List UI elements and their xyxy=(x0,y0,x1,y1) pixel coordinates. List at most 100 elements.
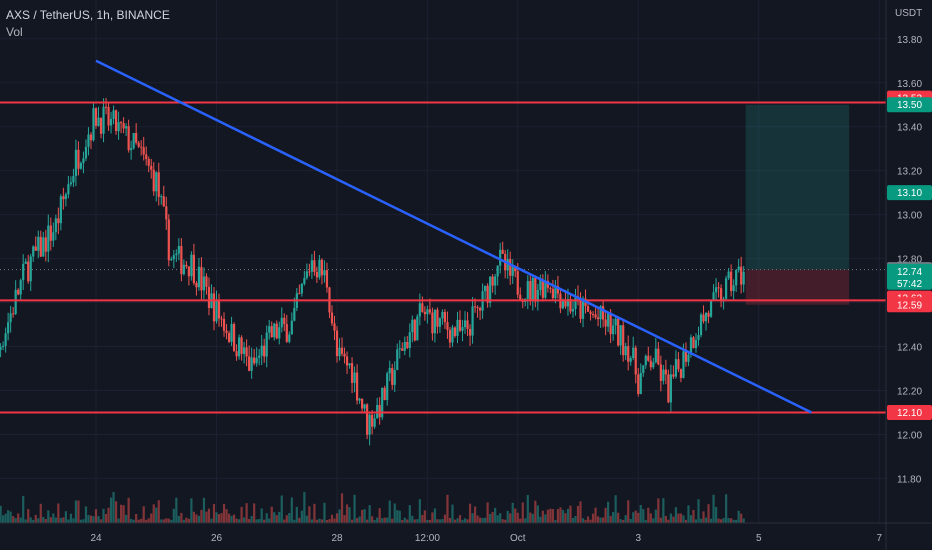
candle-body xyxy=(147,158,150,166)
volume-bar xyxy=(67,519,70,523)
candle-body xyxy=(484,285,487,292)
volume-bar xyxy=(687,505,690,523)
volume-bar xyxy=(34,514,37,523)
volume-bar xyxy=(466,519,469,523)
volume-bar xyxy=(471,513,474,523)
candle-body xyxy=(217,299,221,319)
volume-bar xyxy=(438,519,442,523)
candle-body xyxy=(283,317,286,325)
volume-bar xyxy=(358,516,361,523)
volume-bar xyxy=(730,518,733,523)
candle-body xyxy=(258,355,261,358)
volume-bar xyxy=(343,515,346,523)
candle-body xyxy=(647,355,650,361)
candle-body xyxy=(155,172,158,192)
volume-bar xyxy=(586,516,590,523)
candle-body xyxy=(220,318,223,320)
volume-bar xyxy=(220,513,223,523)
trendline[interactable] xyxy=(95,59,813,414)
volume-bar xyxy=(654,509,657,523)
volume-bar xyxy=(476,515,479,523)
candle-body xyxy=(275,323,278,339)
volume-bar xyxy=(381,518,384,523)
candle-body xyxy=(109,118,113,126)
volume-bar xyxy=(551,509,554,523)
candle-body xyxy=(298,293,301,295)
candle-body xyxy=(34,246,37,251)
candle-body xyxy=(303,277,306,284)
candle-body xyxy=(325,270,329,288)
candle-body xyxy=(714,287,718,293)
volume-bar xyxy=(584,519,587,523)
volume-bar xyxy=(84,506,88,523)
volume-bar xyxy=(511,502,514,523)
volume-bar xyxy=(14,518,17,523)
volume-bar xyxy=(54,517,57,523)
candle-body xyxy=(37,236,40,251)
volume-bar xyxy=(624,515,627,523)
candle-body xyxy=(52,232,55,241)
candle-body xyxy=(64,194,67,200)
candle-body xyxy=(401,348,404,351)
volume-bar xyxy=(396,510,399,523)
candle-body xyxy=(644,355,647,366)
price-tick-label: 13.20 xyxy=(897,167,922,178)
candle-body xyxy=(190,254,193,277)
candle-body xyxy=(165,206,168,220)
symbol-title[interactable]: AXS / TetherUS, 1h, BINANCE xyxy=(6,8,170,22)
candle-body xyxy=(97,117,100,126)
volume-bar xyxy=(44,519,47,523)
candle-body xyxy=(639,373,642,394)
horizontal-levels[interactable] xyxy=(0,101,886,414)
price-tag xyxy=(887,404,932,420)
candle-body xyxy=(732,285,735,292)
candle-body xyxy=(255,357,258,364)
volume-bar xyxy=(222,504,226,523)
volume-bar xyxy=(456,518,459,523)
volume-bar xyxy=(114,501,118,523)
volume-bar xyxy=(333,518,336,523)
volume-bar xyxy=(79,519,83,523)
volume-bar xyxy=(19,517,22,523)
volume-bar xyxy=(72,518,75,523)
candle-body xyxy=(494,276,497,286)
candle-body xyxy=(350,363,354,383)
volume-bar xyxy=(42,516,45,523)
candle-body xyxy=(130,148,133,151)
volume-bar xyxy=(416,519,419,523)
price-tag xyxy=(887,297,932,313)
candle-body xyxy=(699,314,703,336)
price-tag-value: 12.10 xyxy=(897,408,922,419)
volume-bar xyxy=(707,504,710,523)
candle-body xyxy=(428,309,431,313)
volume-bar xyxy=(363,509,366,523)
volume-bar xyxy=(97,516,100,523)
candle-body xyxy=(323,270,326,276)
volume-bar xyxy=(237,519,241,523)
volume-bar xyxy=(391,518,394,523)
candle-body xyxy=(180,246,183,275)
candle-body xyxy=(396,349,399,371)
volume-indicator-label[interactable]: Vol xyxy=(6,25,23,39)
candle-body xyxy=(175,253,178,256)
candle-body xyxy=(408,332,411,348)
candle-body xyxy=(293,308,296,321)
time-axis[interactable]: 24 26 28 12:00 Oct 3 5 7 xyxy=(90,533,882,544)
candle-body xyxy=(486,285,489,303)
candle-body xyxy=(727,271,730,279)
price-tag xyxy=(887,263,932,290)
volume-bar xyxy=(674,507,678,523)
candle-body xyxy=(4,333,7,346)
volume-bar xyxy=(162,519,165,523)
volume-bar xyxy=(303,492,306,523)
volume-bar xyxy=(0,505,2,523)
volume-bar xyxy=(571,518,575,523)
candle-body xyxy=(122,123,125,129)
volume-bar xyxy=(212,503,216,523)
volume-bar xyxy=(531,513,534,523)
candle-body xyxy=(24,261,27,264)
bar-countdown: 57:42 xyxy=(897,279,922,290)
candle-body xyxy=(589,311,592,314)
candle-body xyxy=(160,196,163,198)
